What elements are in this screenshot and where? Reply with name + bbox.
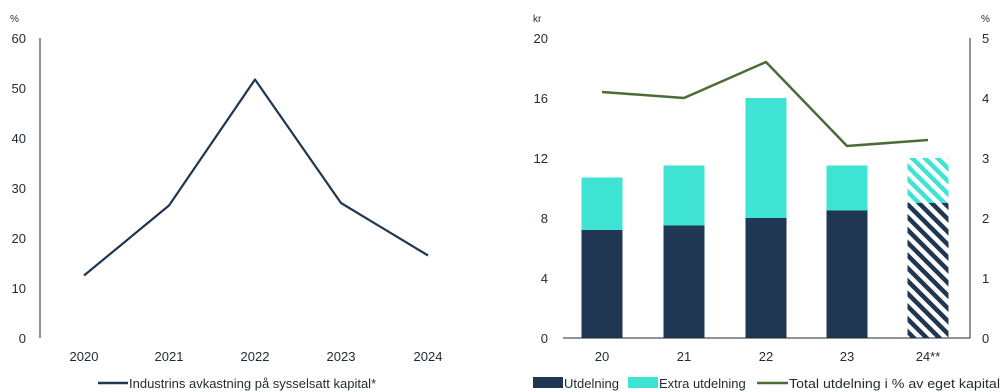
bar-utdelning-24 [907, 203, 949, 338]
right-y-tick-label: 16 [534, 91, 548, 106]
right-y-tick-label: 20 [534, 31, 548, 46]
bar-extra-utdelning-20 [581, 177, 623, 230]
bar-utdelning-23 [826, 210, 868, 338]
right-y-ticks-left: 0 4 8 12 16 20 [534, 31, 548, 346]
right-secondary-y-tick-label: 5 [982, 31, 989, 46]
left-x-tick-label: 2022 [241, 349, 270, 364]
legend-label-total-utdelning: Total utdelning i % av eget kapital [789, 376, 1000, 391]
left-chart: % 0 10 20 30 40 50 60 2020 2021 2022 2023 2024 Ind… [10, 14, 442, 391]
bar-extra-utdelning-23 [826, 165, 868, 211]
bar-extra-utdelning-24 [907, 158, 949, 203]
left-legend: Industrins avkastning på sysselsatt kapi… [98, 376, 376, 391]
left-y-tick-label: 30 [12, 181, 26, 196]
right-y-tick-label: 12 [534, 151, 548, 166]
right-x-tick-label: 21 [677, 349, 691, 364]
left-y-tick-label: 10 [12, 281, 26, 296]
legend-swatch-utdelning [533, 377, 563, 388]
right-y-tick-label: 0 [541, 331, 548, 346]
left-y-ticks: 0 10 20 30 40 50 60 [12, 31, 26, 346]
left-y-tick-label: 50 [12, 81, 26, 96]
left-x-tick-label: 2023 [327, 349, 356, 364]
bar-utdelning-20 [581, 230, 623, 338]
right-bars [581, 98, 949, 338]
left-y-tick-label: 60 [12, 31, 26, 46]
right-secondary-y-tick-label: 4 [982, 91, 989, 106]
bar-extra-utdelning-22 [745, 98, 787, 218]
left-y-tick-label: 0 [19, 331, 26, 346]
right-legend: Utdelning Extra utdelning Total utdelnin… [533, 376, 1000, 391]
left-x-ticks: 2020 2021 2022 2023 2024 [70, 349, 443, 364]
series-line-industrins-avkastning [83, 78, 429, 277]
left-y-unit: % [10, 14, 19, 25]
right-secondary-y-tick-label: 3 [982, 151, 989, 166]
right-y-tick-label: 8 [541, 211, 548, 226]
legend-label-extra-utdelning: Extra utdelning [659, 376, 746, 391]
right-x-tick-label: 24** [916, 349, 941, 364]
legend-label-utdelning: Utdelning [564, 376, 619, 391]
right-secondary-y-tick-label: 2 [982, 211, 989, 226]
right-x-tick-label: 20 [595, 349, 609, 364]
legend-label-industrins-avkastning: Industrins avkastning på sysselsatt kapi… [129, 376, 376, 391]
right-secondary-y-tick-label: 0 [982, 331, 989, 346]
right-y-tick-label: 4 [541, 271, 548, 286]
series-line-total-utdelning [601, 60, 929, 148]
left-y-tick-label: 20 [12, 231, 26, 246]
legend-swatch-extra-utdelning [628, 377, 658, 388]
right-y-unit-left: kr [533, 14, 542, 25]
right-y-unit-right: % [981, 14, 990, 25]
left-y-tick-label: 40 [12, 131, 26, 146]
left-x-tick-label: 2021 [155, 349, 184, 364]
left-x-tick-label: 2024 [414, 349, 443, 364]
bar-utdelning-22 [745, 218, 787, 338]
right-x-tick-label: 22 [759, 349, 773, 364]
right-x-ticks: 20 21 22 23 24** [595, 349, 941, 364]
right-secondary-y-tick-label: 1 [982, 271, 989, 286]
bar-utdelning-21 [663, 225, 705, 338]
right-y-ticks-right: 0 1 2 3 4 5 [982, 31, 989, 346]
bar-extra-utdelning-21 [663, 165, 705, 226]
left-x-tick-label: 2020 [70, 349, 99, 364]
right-x-tick-label: 23 [840, 349, 854, 364]
